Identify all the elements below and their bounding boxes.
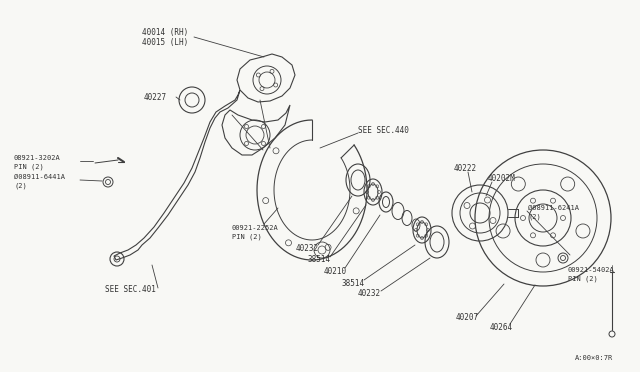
Text: 40222: 40222 [454,164,477,173]
Text: Ø08911-6241A: Ø08911-6241A [528,205,579,211]
Text: Ø08911-6441A: Ø08911-6441A [14,174,65,180]
Text: 38514: 38514 [342,279,365,288]
Text: 40207: 40207 [456,314,479,323]
Text: PIN (2): PIN (2) [568,276,598,282]
Text: 40232: 40232 [296,244,319,253]
Text: 08921-3202A: 08921-3202A [14,155,61,161]
Text: PIN (2): PIN (2) [232,234,262,240]
Text: PIN (2): PIN (2) [14,164,44,170]
Text: 00921-5402A: 00921-5402A [568,267,615,273]
Text: SEE SEC.401: SEE SEC.401 [105,285,156,295]
Text: 40232: 40232 [358,289,381,298]
Text: 40264: 40264 [490,323,513,331]
Text: (2): (2) [14,183,27,189]
Text: 40014 (RH): 40014 (RH) [142,28,188,36]
Text: 00921-2252A: 00921-2252A [232,225,279,231]
Text: 40015 (LH): 40015 (LH) [142,38,188,46]
Text: SEE SEC.440: SEE SEC.440 [358,125,409,135]
Text: 40210: 40210 [324,266,347,276]
Text: 40202M: 40202M [488,173,516,183]
Text: 38514: 38514 [308,256,331,264]
Text: 40227: 40227 [144,93,167,102]
Text: A:00×0:7R: A:00×0:7R [575,355,613,361]
Text: (2): (2) [528,214,541,220]
